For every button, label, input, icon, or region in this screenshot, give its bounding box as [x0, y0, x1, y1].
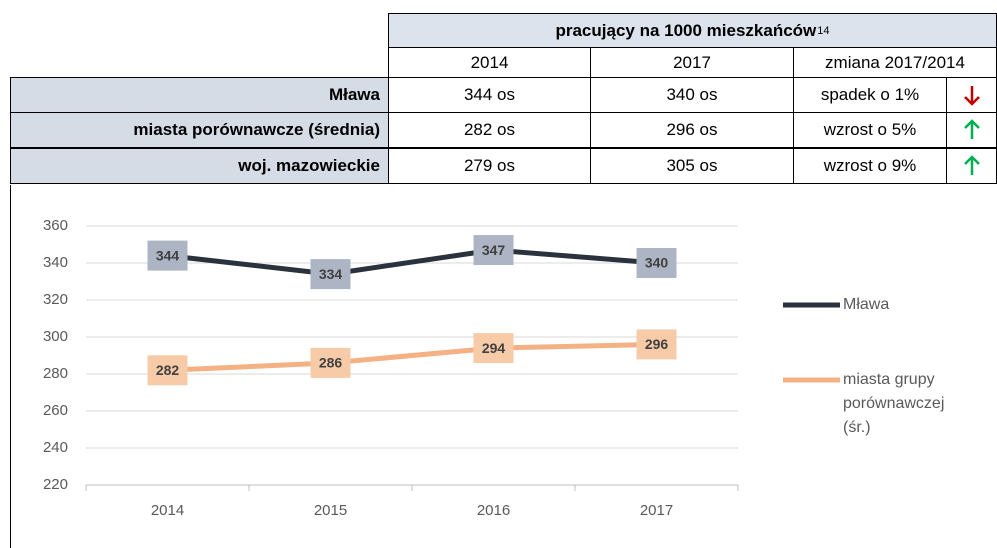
table-cell: wzrost o 5%	[793, 112, 947, 148]
data-label: 334	[319, 266, 343, 282]
y-tick-label: 240	[43, 439, 68, 456]
table-cell: 305 os	[590, 148, 794, 184]
row-label: Mława	[10, 77, 389, 113]
trend-cell	[946, 112, 997, 148]
data-label: 344	[156, 247, 180, 263]
table-cell: 344 os	[388, 77, 591, 113]
trend-arrow	[963, 119, 980, 139]
data-label: 286	[319, 355, 343, 371]
data-label-box	[310, 259, 351, 290]
row-label: woj. mazowieckie	[10, 148, 389, 184]
table-cell: wzrost o 9%	[793, 148, 947, 184]
series-line	[167, 341, 657, 373]
x-tick-label: 2017	[640, 502, 673, 519]
table-cell: 296 os	[590, 112, 794, 148]
y-tick-label: 300	[43, 328, 68, 345]
y-tick-label: 320	[43, 291, 68, 308]
data-label: 340	[645, 255, 669, 271]
table-cell: 279 os	[388, 148, 591, 184]
frame	[10, 185, 11, 548]
data-label-box	[636, 329, 677, 360]
table-cell: 282 os	[388, 112, 591, 148]
footnote: 14	[817, 24, 830, 37]
data-label-box	[636, 248, 677, 278]
data-label: 296	[645, 336, 669, 352]
row-label: miasta porównawcze (średnia)	[10, 112, 389, 148]
data-label-box	[147, 240, 188, 271]
x-tick-label: 2016	[477, 502, 510, 519]
column-header: 2014	[388, 47, 591, 78]
y-tick-label: 360	[43, 217, 68, 234]
trend-cell	[946, 148, 997, 184]
data-label: 282	[156, 362, 180, 378]
column-header: 2017	[590, 47, 794, 78]
legend-label: Mława	[843, 296, 890, 313]
y-tick-label: 260	[43, 402, 68, 419]
data-label-box	[147, 355, 188, 386]
table-title: pracujący na 1000 mieszkańców 14	[388, 13, 997, 48]
data-label: 294	[482, 340, 506, 356]
y-tick-label: 280	[43, 365, 68, 382]
y-tick-label: 340	[43, 254, 68, 271]
series-line	[167, 247, 657, 277]
data-label-box	[473, 333, 514, 364]
table-cell: 340 os	[590, 77, 794, 113]
x-tick-label: 2014	[151, 502, 184, 519]
trend-arrow	[963, 155, 980, 175]
data-label: 347	[482, 242, 506, 258]
column-header: zmiana 2017/2014	[793, 47, 997, 78]
legend-label: miasta grupy porównawczej (śr.)	[843, 371, 945, 436]
data-label-box	[473, 235, 514, 266]
trend-cell	[946, 77, 997, 113]
y-tick-label: 220	[43, 476, 68, 493]
table-cell: spadek o 1%	[793, 77, 947, 113]
x-tick-label: 2015	[314, 502, 347, 519]
title-text: pracujący na 1000 mieszkańców	[555, 20, 817, 40]
chart: 220 240 260 280 300 320 340 360 2014 2015 2016 2017…	[43, 217, 840, 519]
data-label-box	[310, 347, 351, 378]
trend-arrow	[963, 86, 980, 106]
